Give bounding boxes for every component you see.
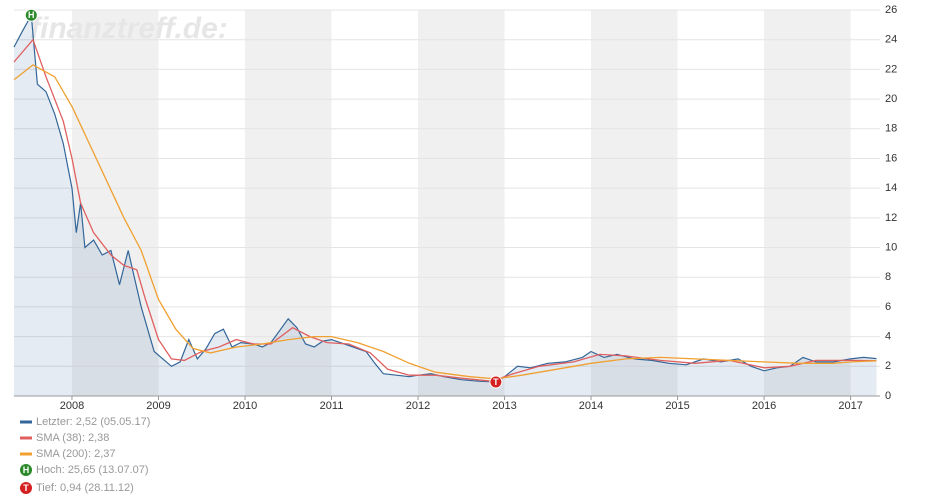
y-tick-label: 6	[885, 301, 891, 313]
legend-label: Letzter: 2,52 (05.05.17)	[36, 416, 150, 428]
year-band	[591, 10, 678, 396]
y-tick-label: 20	[885, 93, 897, 105]
legend-label: Tief: 0,94 (28.11.12)	[36, 482, 134, 494]
legend-label: SMA (200): 2,37	[36, 448, 116, 460]
x-tick-label: 2013	[492, 400, 516, 412]
legend-marker-symbol: H	[23, 465, 30, 475]
legend: Letzter: 2,52 (05.05.17) SMA (38): 2,38 SM…	[20, 416, 150, 494]
y-tick-label: 0	[885, 390, 891, 402]
y-tick-label: 4	[885, 331, 891, 343]
y-tick-label: 2	[885, 360, 891, 372]
legend-marker-symbol: T	[23, 483, 29, 493]
x-tick-label: 2012	[406, 400, 430, 412]
x-tick-label: 2016	[752, 400, 776, 412]
series-line	[13, 64, 877, 380]
x-tick-label: 2017	[838, 400, 862, 412]
year-band	[71, 10, 159, 396]
x-tick-label: 2008	[60, 400, 84, 412]
legend-marker	[20, 464, 32, 476]
y-tick-label: 8	[885, 271, 891, 283]
y-tick-label: 14	[885, 182, 897, 194]
year-band	[418, 10, 505, 396]
x-tick-label: 2011	[320, 400, 344, 412]
series-line	[13, 38, 877, 382]
x-tick-label: 2009	[146, 400, 170, 412]
y-tick-label: 18	[885, 123, 897, 135]
year-band	[764, 10, 851, 396]
x-tick-label: 2010	[233, 400, 257, 412]
y-tick-label: 24	[885, 34, 897, 46]
y-tick-label: 10	[885, 241, 897, 253]
x-tick-label: 2015	[665, 400, 689, 412]
extreme-marker	[489, 375, 503, 389]
watermark: finanztreff.de:	[30, 12, 228, 45]
y-tick-label: 12	[885, 212, 897, 224]
legend-label: Hoch: 25,65 (13.07.07)	[36, 464, 149, 476]
legend-marker	[20, 482, 32, 494]
price-area	[14, 15, 877, 396]
legend-label: SMA (38): 2,38	[36, 432, 109, 444]
extreme-marker	[24, 8, 38, 22]
y-tick-label: 22	[885, 63, 897, 75]
marker-symbol: H	[28, 10, 35, 20]
x-tick-label: 2014	[579, 400, 603, 412]
y-tick-label: 26	[885, 4, 897, 16]
marker-symbol: T	[493, 377, 499, 387]
y-tick-label: 16	[885, 152, 897, 164]
